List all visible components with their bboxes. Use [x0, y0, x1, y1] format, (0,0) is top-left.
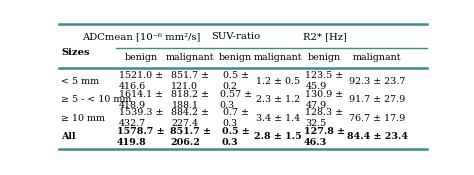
Text: 0.5 ±
0.3: 0.5 ± 0.3 — [222, 127, 249, 147]
Text: < 5 mm: < 5 mm — [61, 77, 99, 86]
Text: 127.8 ±
46.3: 127.8 ± 46.3 — [304, 127, 345, 147]
Text: Sizes: Sizes — [61, 48, 90, 57]
Text: 1578.7 ±
419.8: 1578.7 ± 419.8 — [117, 127, 164, 147]
Text: ≥ 5 - < 10 mm: ≥ 5 - < 10 mm — [61, 95, 131, 104]
Text: 1614.1 ±
418.9: 1614.1 ± 418.9 — [119, 90, 163, 110]
Text: 1521.0 ±
416.6: 1521.0 ± 416.6 — [119, 71, 163, 91]
Text: ADCmean [10⁻⁶ mm²/s]: ADCmean [10⁻⁶ mm²/s] — [82, 32, 200, 41]
Text: malignant: malignant — [254, 53, 302, 62]
Text: SUV-ratio: SUV-ratio — [211, 32, 260, 41]
Text: All: All — [61, 132, 76, 141]
Text: 2.8 ± 1.5: 2.8 ± 1.5 — [254, 132, 301, 141]
Text: benign: benign — [124, 53, 157, 62]
Text: ≥ 10 mm: ≥ 10 mm — [61, 114, 105, 122]
Text: 0.5 ±
0.2: 0.5 ± 0.2 — [222, 71, 249, 91]
Text: R2* [Hz]: R2* [Hz] — [302, 32, 346, 41]
Text: malignant: malignant — [353, 53, 401, 62]
Text: 818.2 ±
188.1: 818.2 ± 188.1 — [172, 90, 210, 110]
Text: 128.3 ±
32.5: 128.3 ± 32.5 — [305, 108, 344, 128]
Text: benign: benign — [308, 53, 341, 62]
Text: 0.57 ±
0.3: 0.57 ± 0.3 — [219, 90, 252, 110]
Text: 130.9 ±
47.9: 130.9 ± 47.9 — [305, 90, 344, 110]
Text: 1539.3 ±
432.7: 1539.3 ± 432.7 — [118, 108, 163, 128]
Text: 884.2 ±
227.4: 884.2 ± 227.4 — [172, 108, 210, 128]
Text: 92.3 ± 23.7: 92.3 ± 23.7 — [349, 77, 405, 86]
Text: 3.4 ± 1.4: 3.4 ± 1.4 — [256, 114, 300, 122]
Text: 0.7 ±
0.3: 0.7 ± 0.3 — [223, 108, 248, 128]
Text: 123.5 ±
45.9: 123.5 ± 45.9 — [305, 71, 344, 91]
Text: 2.3 ± 1.2: 2.3 ± 1.2 — [256, 95, 300, 104]
Text: 84.4 ± 23.4: 84.4 ± 23.4 — [346, 132, 408, 141]
Text: benign: benign — [219, 53, 252, 62]
Text: 91.7 ± 27.9: 91.7 ± 27.9 — [349, 95, 405, 104]
Text: 76.7 ± 17.9: 76.7 ± 17.9 — [349, 114, 405, 122]
Text: 1.2 ± 0.5: 1.2 ± 0.5 — [256, 77, 300, 86]
Text: 851.7 ±
121.0: 851.7 ± 121.0 — [171, 71, 210, 91]
Text: 851.7 ±
206.2: 851.7 ± 206.2 — [170, 127, 211, 147]
Text: malignant: malignant — [166, 53, 215, 62]
